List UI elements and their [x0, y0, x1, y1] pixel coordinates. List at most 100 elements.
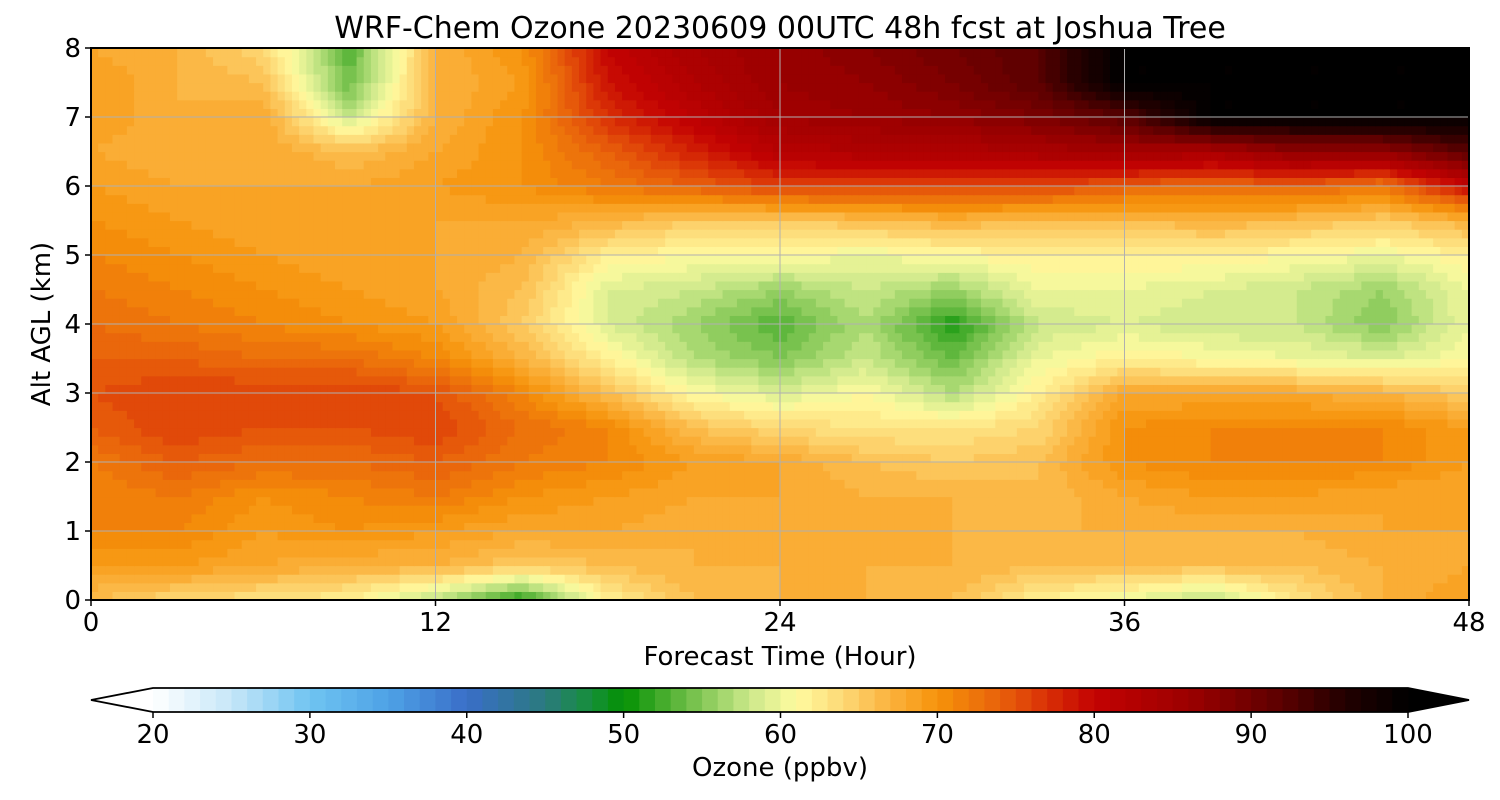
- heatmap-cell: [614, 582, 623, 592]
- heatmap-cell: [902, 531, 910, 541]
- heatmap-cell: [521, 453, 530, 463]
- heatmap-cell: [155, 513, 164, 523]
- heatmap-cell: [902, 462, 910, 472]
- heatmap-cell: [119, 574, 128, 584]
- heatmap-cell: [701, 513, 709, 523]
- heatmap-cell: [428, 470, 437, 480]
- heatmap-cell: [284, 393, 293, 403]
- heatmap-cell: [191, 496, 200, 506]
- heatmap-cell: [1052, 522, 1061, 532]
- heatmap-cell: [98, 479, 106, 489]
- heatmap-cell: [457, 556, 465, 567]
- heatmap-cell: [1404, 453, 1413, 463]
- heatmap-cell: [787, 375, 795, 385]
- heatmap-cell: [1275, 539, 1283, 549]
- heatmap-cell: [1418, 418, 1427, 429]
- heatmap-cell: [787, 479, 795, 489]
- heatmap-cell: [722, 487, 731, 498]
- heatmap-cell: [801, 487, 810, 498]
- heatmap-cell: [679, 548, 688, 558]
- heatmap-cell: [736, 436, 745, 446]
- heatmap-cell: [543, 393, 551, 403]
- heatmap-cell: [701, 556, 709, 567]
- heatmap-cell: [1268, 574, 1276, 584]
- heatmap-cell: [1282, 453, 1291, 463]
- heatmap-cell: [299, 436, 307, 446]
- heatmap-cell: [808, 375, 817, 385]
- heatmap-cell: [550, 487, 559, 498]
- heatmap-cell: [765, 453, 774, 463]
- heatmap-cell: [342, 384, 350, 394]
- heatmap-cell: [808, 401, 817, 411]
- heatmap-cell: [1131, 548, 1140, 558]
- heatmap-cell: [1461, 505, 1469, 515]
- heatmap-cell: [794, 375, 803, 385]
- heatmap-cell: [643, 531, 652, 541]
- heatmap-cell: [105, 496, 114, 506]
- heatmap-cell: [808, 556, 817, 567]
- heatmap-cell: [1052, 556, 1061, 567]
- heatmap-cell: [1181, 591, 1190, 600]
- heatmap-cell: [1332, 384, 1341, 394]
- heatmap-cell: [988, 548, 996, 558]
- heatmap-cell: [952, 436, 961, 446]
- heatmap-cell: [428, 487, 437, 498]
- heatmap-cell: [1153, 591, 1161, 600]
- heatmap-cell: [622, 375, 630, 385]
- heatmap-cell: [629, 548, 638, 558]
- heatmap-cell: [887, 496, 896, 506]
- heatmap-cell: [622, 574, 630, 584]
- heatmap-cell: [686, 556, 695, 567]
- heatmap-cell: [514, 384, 523, 394]
- heatmap-cell: [851, 401, 860, 411]
- heatmap-cell: [945, 393, 953, 403]
- heatmap-cell: [780, 384, 788, 394]
- heatmap-cell: [1117, 513, 1126, 523]
- heatmap-cell: [1052, 436, 1061, 446]
- heatmap-cell: [421, 531, 429, 541]
- heatmap-cell: [887, 436, 896, 446]
- heatmap-cell: [1354, 444, 1362, 454]
- heatmap-cell: [1303, 384, 1312, 394]
- heatmap-cell: [909, 505, 917, 515]
- heatmap-cell: [1354, 522, 1362, 532]
- heatmap-cell: [1296, 574, 1305, 584]
- heatmap-cell: [916, 393, 925, 403]
- heatmap-cell: [98, 418, 106, 429]
- heatmap-cell: [507, 462, 516, 472]
- heatmap-cell: [478, 505, 487, 515]
- heatmap-cell: [1002, 470, 1011, 480]
- heatmap-cell: [1411, 496, 1420, 506]
- heatmap-cell: [1246, 548, 1255, 558]
- heatmap-cell: [1397, 410, 1406, 420]
- heatmap-cell: [1153, 582, 1161, 592]
- heatmap-cell: [528, 487, 537, 498]
- heatmap-cell: [1095, 591, 1104, 600]
- heatmap-cell: [657, 574, 666, 584]
- heatmap-cell: [356, 574, 365, 584]
- heatmap-cell: [378, 479, 386, 489]
- heatmap-cell: [356, 453, 365, 463]
- heatmap-cell: [1239, 453, 1248, 463]
- heatmap-cell: [385, 375, 394, 385]
- heatmap-cell: [141, 531, 150, 541]
- heatmap-cell: [780, 479, 788, 489]
- heatmap-cell: [1181, 470, 1190, 480]
- heatmap-cell: [485, 496, 494, 506]
- heatmap-cell: [736, 496, 745, 506]
- heatmap-cell: [722, 375, 731, 385]
- heatmap-cell: [162, 453, 171, 463]
- heatmap-cell: [729, 505, 738, 515]
- heatmap-cell: [485, 505, 494, 515]
- heatmap-cell: [1052, 401, 1061, 411]
- heatmap-cell: [112, 470, 121, 480]
- heatmap-cell: [866, 418, 874, 429]
- heatmap-cell: [1067, 556, 1075, 567]
- heatmap-cell: [1217, 479, 1226, 489]
- heatmap-cell: [413, 470, 422, 480]
- heatmap-cell: [342, 479, 350, 489]
- heatmap-cell: [349, 384, 358, 394]
- heatmap-cell: [830, 479, 839, 489]
- heatmap-cell: [858, 479, 867, 489]
- heatmap-cell: [1239, 401, 1248, 411]
